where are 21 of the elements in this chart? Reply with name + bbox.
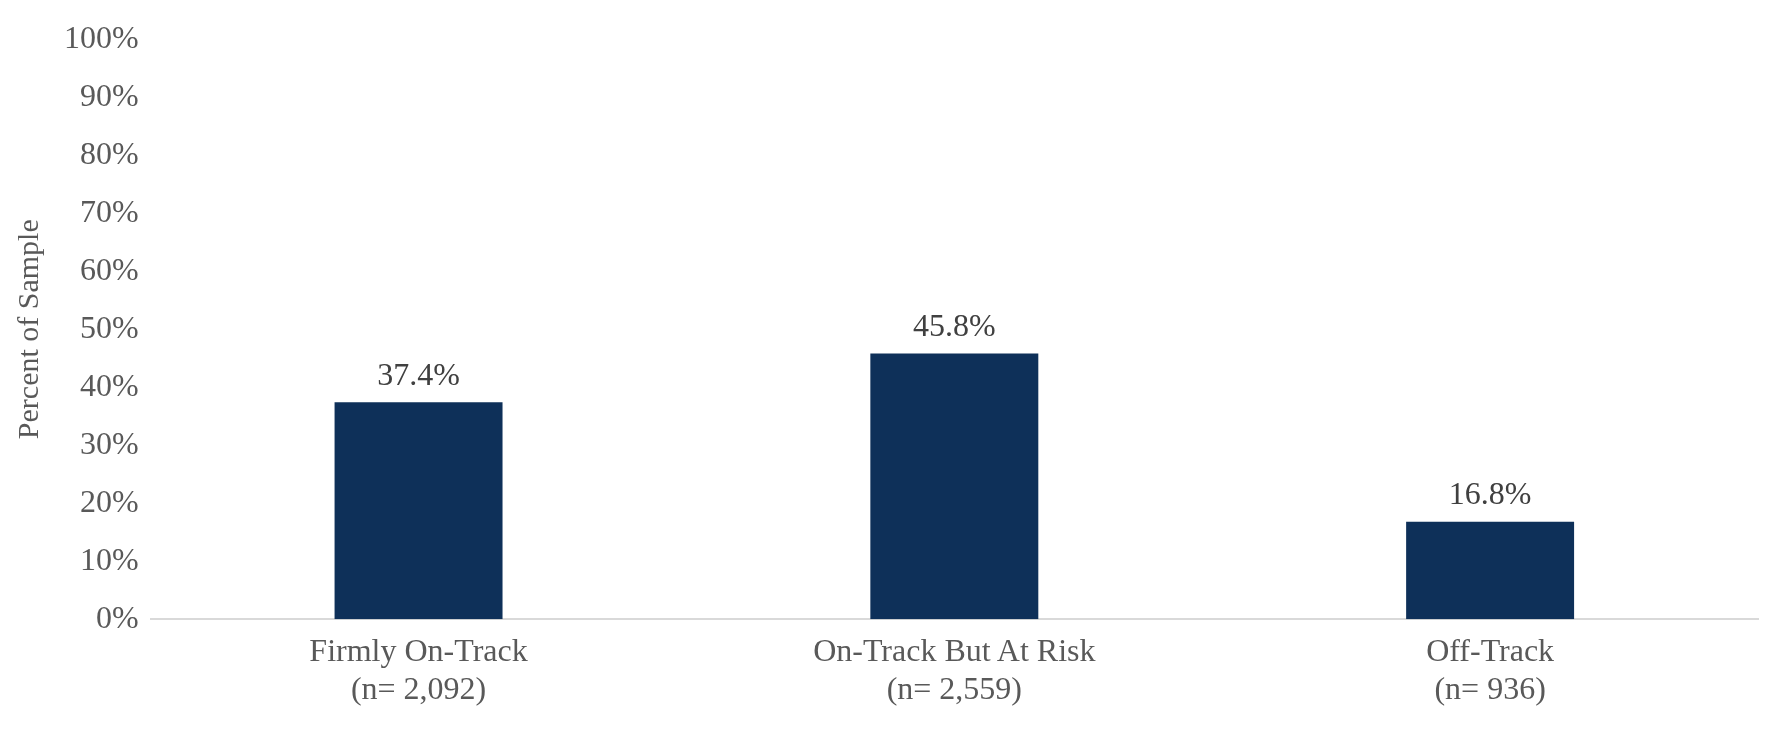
bar: [334, 402, 503, 620]
y-tick-label: 70%: [80, 192, 139, 229]
data-label: 16.8%: [1448, 475, 1532, 512]
data-label: 45.8%: [913, 306, 996, 343]
x-tick-label: Firmly On-Track (n= 2,092): [309, 631, 528, 707]
y-tick-label: 40%: [80, 366, 139, 403]
bar: [1406, 521, 1575, 620]
y-tick-label: 100%: [64, 18, 139, 55]
bar: [870, 353, 1039, 620]
y-tick-label: 20%: [80, 482, 139, 519]
y-tick-label: 10%: [80, 540, 139, 577]
y-tick-label: 30%: [80, 424, 139, 461]
y-axis-title: Percent of Sample: [10, 219, 44, 440]
y-tick-label: 80%: [80, 134, 139, 171]
y-tick-label: 90%: [80, 76, 139, 113]
x-tick-label: Off-Track (n= 936): [1426, 631, 1555, 707]
y-tick-label: 0%: [96, 598, 139, 635]
y-tick-label: 50%: [80, 308, 139, 345]
y-tick-label: 60%: [80, 250, 139, 287]
data-label: 37.4%: [377, 355, 460, 392]
x-tick-label: On-Track But At Risk (n= 2,559): [813, 631, 1096, 707]
